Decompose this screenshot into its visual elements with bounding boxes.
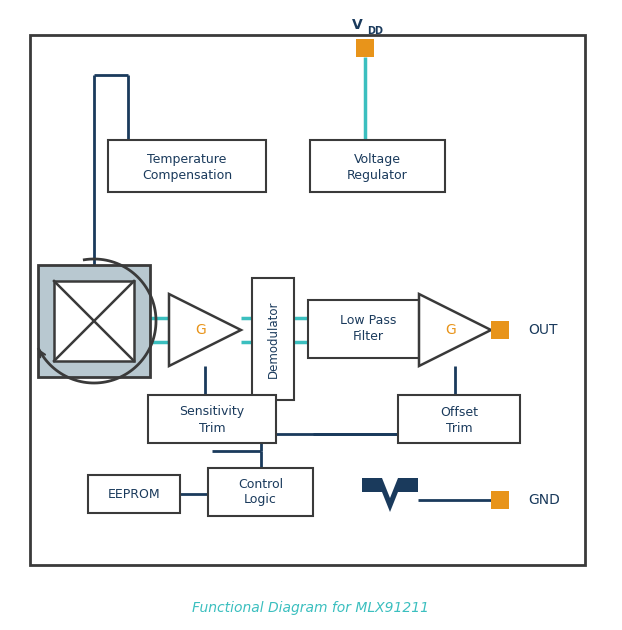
Text: DD: DD xyxy=(367,26,383,36)
Text: Logic: Logic xyxy=(244,493,277,507)
Text: G: G xyxy=(196,323,207,337)
Polygon shape xyxy=(419,294,491,366)
Bar xyxy=(491,321,509,339)
Bar xyxy=(88,475,180,513)
Text: OUT: OUT xyxy=(528,323,557,337)
Text: Offset: Offset xyxy=(440,406,478,418)
Bar xyxy=(108,140,266,192)
Text: Sensitivity: Sensitivity xyxy=(179,406,244,418)
Bar xyxy=(310,140,445,192)
Text: Trim: Trim xyxy=(446,421,472,435)
Text: G: G xyxy=(445,323,457,337)
Bar xyxy=(356,39,374,57)
Text: Filter: Filter xyxy=(353,331,384,343)
Polygon shape xyxy=(169,294,241,366)
Text: Low Pass: Low Pass xyxy=(340,314,396,328)
Text: Trim: Trim xyxy=(198,421,225,435)
Bar xyxy=(54,281,134,361)
Bar xyxy=(148,395,276,443)
Bar xyxy=(491,491,509,509)
Text: Voltage: Voltage xyxy=(354,152,401,166)
Bar xyxy=(208,468,313,516)
Bar xyxy=(398,395,520,443)
Text: Compensation: Compensation xyxy=(142,168,232,181)
Text: Functional Diagram for MLX91211: Functional Diagram for MLX91211 xyxy=(192,601,430,615)
Polygon shape xyxy=(362,478,418,512)
Text: Temperature: Temperature xyxy=(147,152,226,166)
Bar xyxy=(252,278,294,400)
Bar xyxy=(30,35,585,565)
Bar xyxy=(308,300,428,358)
Bar xyxy=(38,265,150,377)
Text: V: V xyxy=(352,18,363,32)
Text: Regulator: Regulator xyxy=(347,168,408,181)
Text: GND: GND xyxy=(528,493,560,507)
Text: Demodulator: Demodulator xyxy=(266,301,279,378)
Text: EEPROM: EEPROM xyxy=(108,488,160,500)
Text: Control: Control xyxy=(238,478,283,491)
